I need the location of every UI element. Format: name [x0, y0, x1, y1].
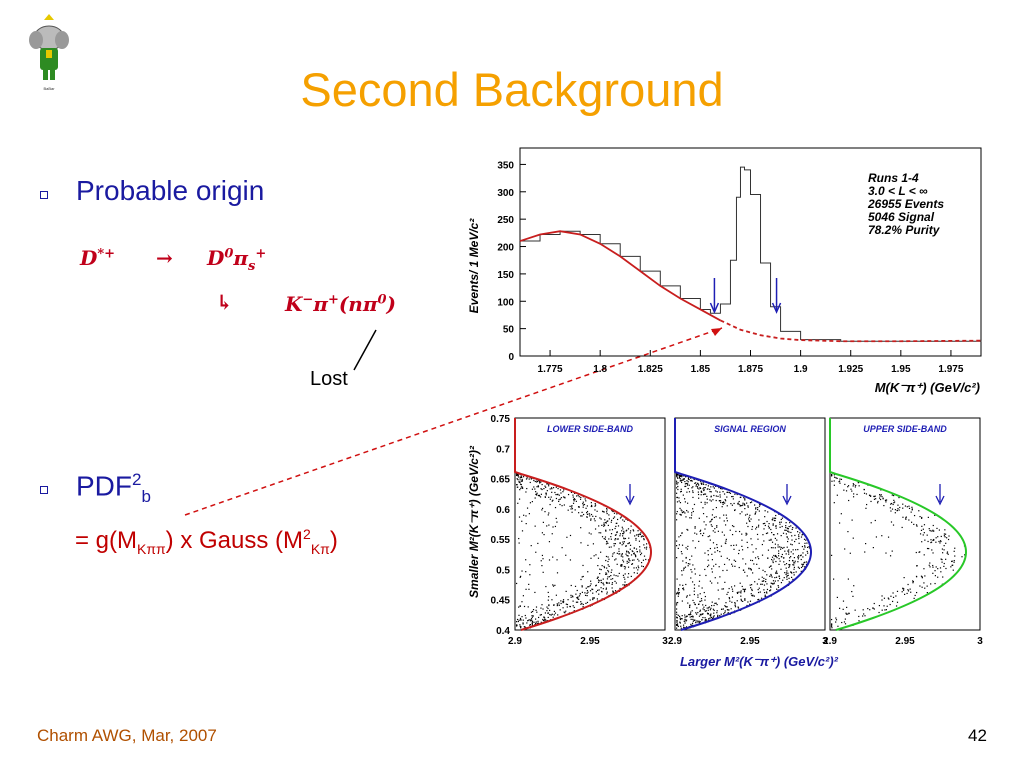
background-fit-solid	[519, 230, 721, 322]
y-tick-label: 0.4	[496, 626, 510, 637]
x-tick-label: 1.8	[593, 364, 607, 375]
panel-frame	[514, 417, 666, 631]
annotation: Runs 1-4	[868, 171, 919, 185]
kinematic-boundary	[674, 418, 813, 631]
x-tick-label: 1.95	[891, 364, 911, 375]
lost-label: Lost	[310, 368, 348, 390]
x-tick-label: 1.775	[538, 364, 563, 375]
x-tick-label: 1.9	[794, 364, 808, 375]
panel-frame	[829, 417, 981, 631]
decay-parent: D*+	[80, 246, 116, 270]
decay-daughters: D0πs+	[207, 246, 267, 274]
panel-title: LOWER SIDE-BAND	[547, 424, 633, 434]
x-tick-label: 1.825	[638, 364, 663, 375]
decay-arrow: →	[156, 246, 173, 270]
footer-left: Charm AWG, Mar, 2007	[37, 726, 217, 745]
pdf-formula: = g(MKππ) x Gauss (M2Kπ)	[75, 526, 338, 557]
x-tick-label: 3	[662, 636, 668, 647]
y-axis-label: Events/ 1 MeV/c²	[467, 218, 481, 314]
x-tick-label: 2.95	[740, 636, 760, 647]
x-axis-label: M(K⁻π⁺) (GeV/c²)	[875, 380, 980, 395]
panel-frame	[674, 417, 826, 631]
dalitz-panel: LOWER SIDE-BAND 2.9 2.95 3	[508, 417, 668, 647]
y-tick-label: 200	[497, 243, 514, 254]
formula-middle: ) x Gauss (M	[165, 527, 304, 554]
annotation: 78.2% Purity	[868, 223, 941, 237]
x-tick-label: 1.875	[738, 364, 763, 375]
bullet-marker	[40, 191, 48, 199]
kinematic-boundary	[514, 418, 653, 631]
x-tick-label: 1.85	[691, 364, 711, 375]
dalitz-scatter-chart: 0.4 0.45 0.5 0.55 0.6 0.65 0.7 0.75 LOWER SIDE-…	[467, 414, 983, 669]
x-tick-label: 2.9	[508, 636, 522, 647]
x-axis-label: Larger M²(K⁻π⁺) (GeV/c²)²	[680, 654, 839, 669]
bullet-probable-origin: Probable origin	[76, 175, 265, 206]
y-tick-label: 250	[497, 215, 514, 226]
arrow-head	[625, 495, 635, 506]
x-tick-label: 2.9	[823, 636, 837, 647]
x-tick-label: 2.9	[668, 636, 682, 647]
y-tick-label: 0.7	[496, 444, 510, 455]
y-tick-label: 50	[503, 325, 515, 336]
arrow-head	[709, 302, 720, 314]
svg-text:BaBar: BaBar	[43, 86, 55, 91]
bullet-marker	[40, 486, 48, 494]
x-tick-label: 3	[822, 636, 828, 647]
page-number: 42	[968, 726, 987, 745]
babar-logo: BaBar	[29, 14, 69, 91]
slide-title: Second Background	[300, 63, 724, 116]
y-tick-label: 350	[497, 160, 514, 171]
x-tick-label: 1.925	[838, 364, 863, 375]
y-tick-label: 150	[497, 270, 514, 281]
pdf-sub: b	[141, 486, 151, 506]
pdf-sup: 2	[132, 470, 142, 489]
x-tick-label: 3	[977, 636, 983, 647]
decay-sub-arrow: ↳	[216, 290, 233, 314]
pdf-text: PDF	[76, 470, 132, 502]
histogram-series	[520, 166, 982, 342]
x-tick-label: 1.975	[938, 364, 963, 375]
dalitz-panel: SIGNAL REGION 2.9 2.95 3	[668, 417, 828, 647]
x-tick-label: 2.95	[580, 636, 600, 647]
formula-prefix: = g(M	[75, 527, 138, 554]
annotation: 3.0 < L < ∞	[868, 184, 928, 198]
y-tick-label: 0.6	[496, 505, 510, 516]
arrow-head	[935, 495, 945, 506]
panel-title: SIGNAL REGION	[714, 424, 786, 434]
annotation: 26955 Events	[867, 197, 944, 211]
y-tick-label: 0.75	[491, 414, 511, 425]
y-tick-label: 300	[497, 188, 514, 199]
y-tick-label: 100	[497, 297, 514, 308]
kinematic-boundary	[829, 418, 968, 631]
y-axis-label: Smaller M²(K⁻π⁺) (GeV/c²)²	[467, 445, 481, 598]
y-tick-label: 0.55	[491, 535, 511, 546]
bullet-pdf: PDF2b	[76, 470, 151, 507]
y-tick-label: 0	[508, 352, 514, 363]
y-tick-label: 0.65	[491, 475, 511, 486]
dalitz-panel: UPPER SIDE-BAND 2.9 2.95 3	[823, 417, 983, 647]
arrow-head	[782, 495, 792, 506]
arrow-head	[771, 302, 782, 314]
decay-final: K−π+(nπ0)	[285, 292, 397, 316]
formula-sup: 2	[303, 526, 311, 542]
formula-suffix: )	[329, 527, 338, 554]
mass-histogram-chart: 0 50 100 150 200 250 300 350 1.775 1.8 1.825 1.85 1…	[467, 147, 982, 395]
y-tick-label: 0.45	[491, 596, 511, 607]
panel-title: UPPER SIDE-BAND	[863, 424, 947, 434]
x-tick-label: 2.95	[895, 636, 915, 647]
annotation: 5046 Signal	[868, 210, 935, 224]
background-fit-dashed	[720, 319, 982, 343]
formula-sub1: Kππ	[137, 540, 166, 557]
formula-sub2: Kπ	[310, 540, 330, 557]
lost-pointer	[353, 329, 377, 371]
y-tick-label: 0.5	[496, 565, 510, 576]
